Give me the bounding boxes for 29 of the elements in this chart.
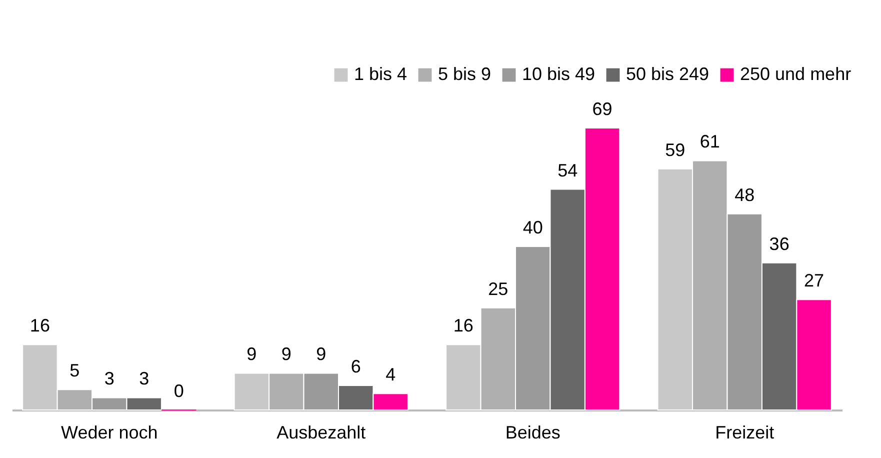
x-tick-label: Ausbezahlt — [276, 422, 366, 442]
legend-label: 10 bis 49 — [522, 64, 596, 84]
data-label: 36 — [769, 234, 790, 254]
data-label: 3 — [104, 368, 114, 389]
data-label: 16 — [30, 316, 50, 336]
data-label: 3 — [139, 368, 150, 389]
data-label: 48 — [734, 184, 755, 205]
data-label: 54 — [558, 160, 578, 180]
data-label: 69 — [592, 99, 612, 119]
legend-label: 50 bis 249 — [626, 64, 710, 84]
data-label: 9 — [316, 344, 326, 364]
data-label: 16 — [453, 316, 474, 336]
data-label: 59 — [665, 140, 686, 160]
data-label: 27 — [804, 270, 824, 291]
data-label: 0 — [174, 381, 184, 401]
data-label: 9 — [246, 344, 257, 364]
data-label: 25 — [488, 278, 508, 299]
legend-label: 5 bis 9 — [438, 64, 492, 84]
data-label: 5 — [70, 360, 80, 381]
data-label: 61 — [700, 132, 720, 152]
data-label: 40 — [522, 218, 543, 238]
legend-label: 1 bis 4 — [354, 64, 408, 84]
data-label: 6 — [350, 356, 361, 376]
x-tick-label: Beides — [505, 422, 560, 442]
x-tick-label: Freizeit — [715, 422, 774, 442]
x-tick-label: Weder noch — [61, 422, 158, 442]
data-label: 4 — [386, 364, 396, 385]
legend-label: 250 und mehr — [740, 64, 852, 84]
data-label: 9 — [281, 344, 292, 364]
